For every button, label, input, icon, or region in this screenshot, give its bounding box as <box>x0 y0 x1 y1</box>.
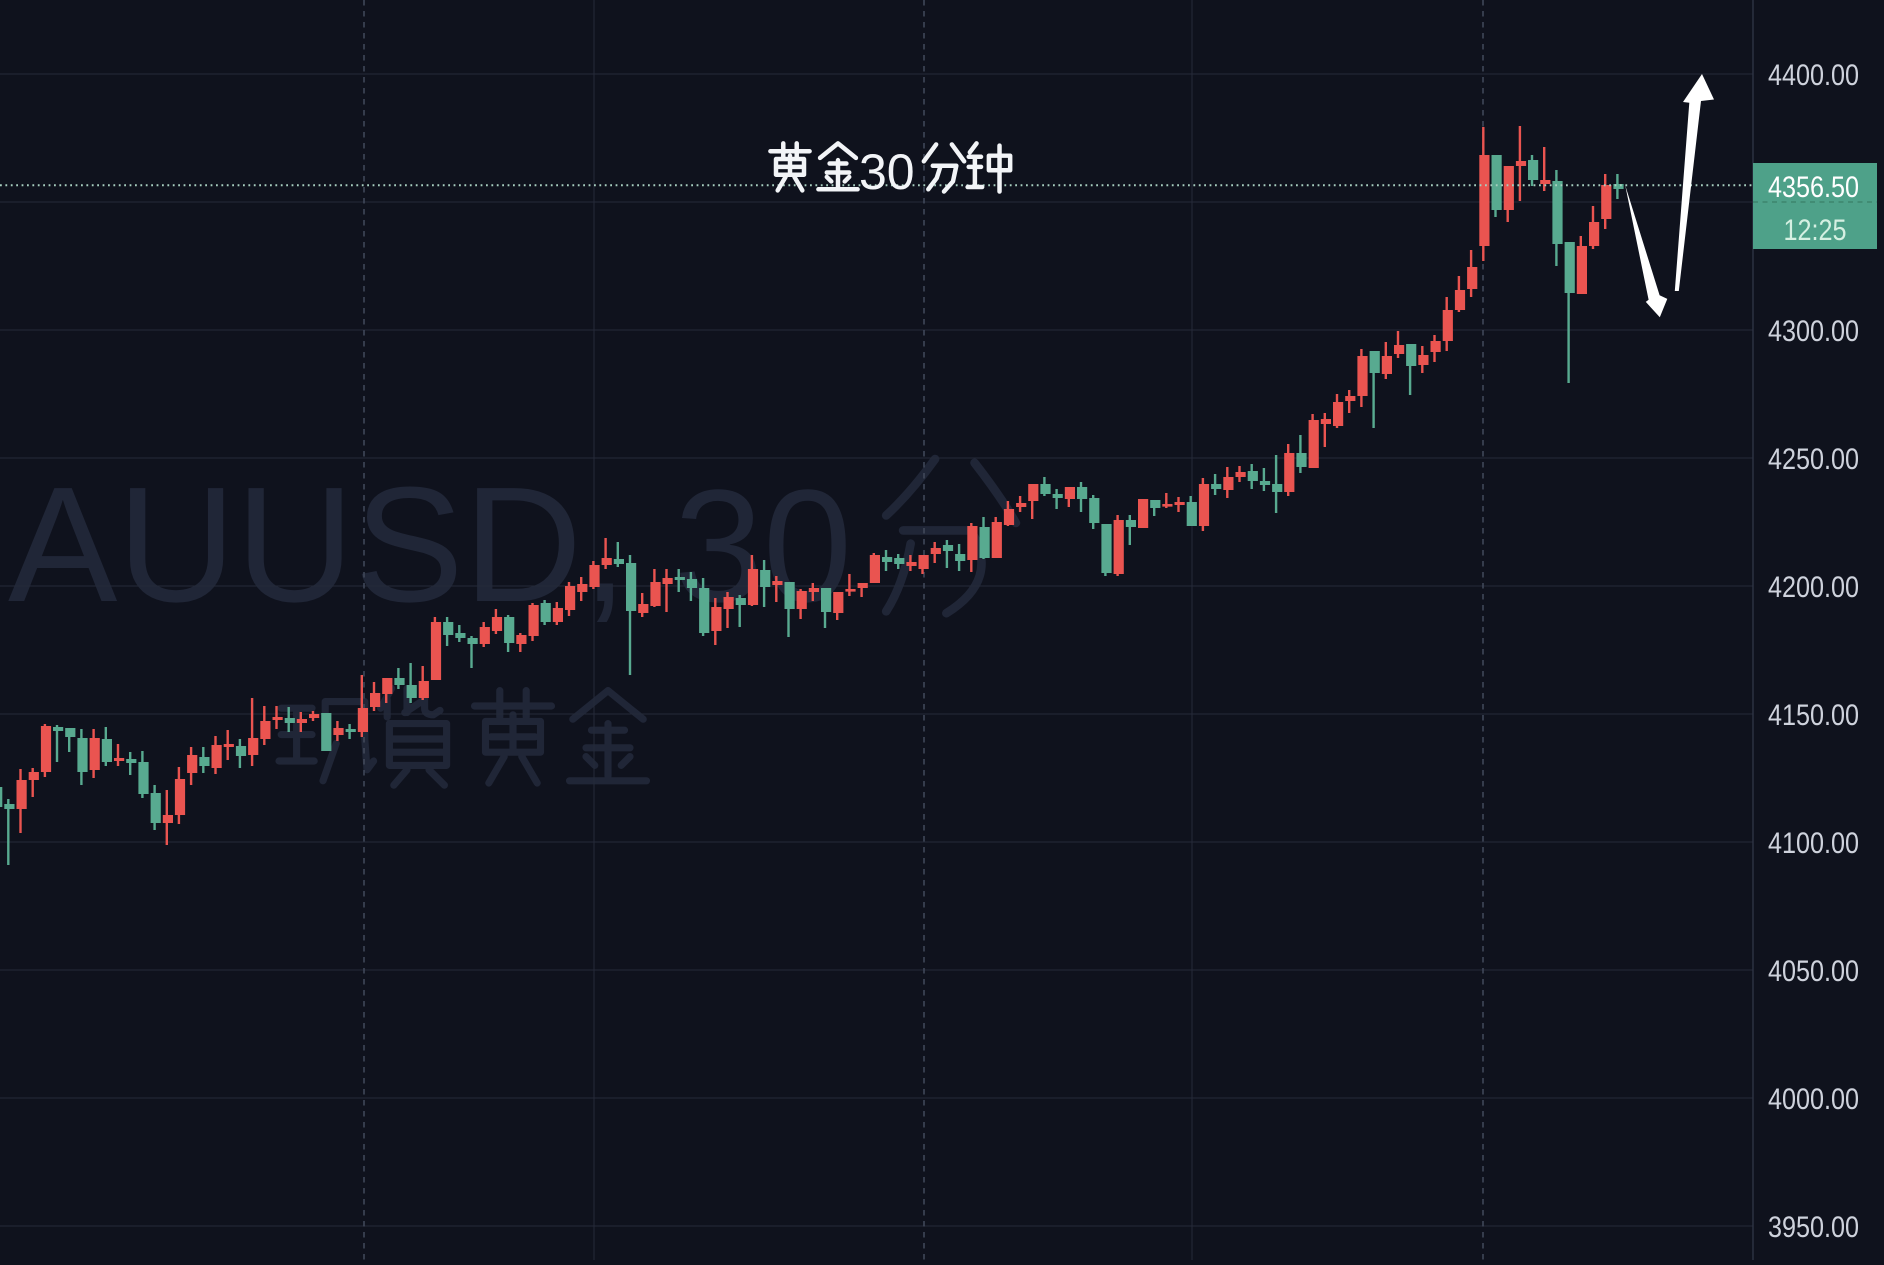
svg-text:4356.50: 4356.50 <box>1768 170 1859 204</box>
svg-text:4150.00: 4150.00 <box>1768 698 1859 732</box>
svg-text:AUUSD,: AUUSD, <box>8 453 628 636</box>
svg-text:4100.00: 4100.00 <box>1768 826 1859 860</box>
svg-text:4050.00: 4050.00 <box>1768 954 1859 988</box>
svg-text:4300.00: 4300.00 <box>1768 314 1859 348</box>
svg-text:30: 30 <box>859 144 915 200</box>
svg-text:3950.00: 3950.00 <box>1768 1210 1859 1244</box>
svg-text:4250.00: 4250.00 <box>1768 442 1859 476</box>
svg-text:12:25: 12:25 <box>1783 213 1846 247</box>
svg-text:4200.00: 4200.00 <box>1768 570 1859 604</box>
svg-text:4400.00: 4400.00 <box>1768 58 1859 92</box>
svg-text:4000.00: 4000.00 <box>1768 1082 1859 1116</box>
